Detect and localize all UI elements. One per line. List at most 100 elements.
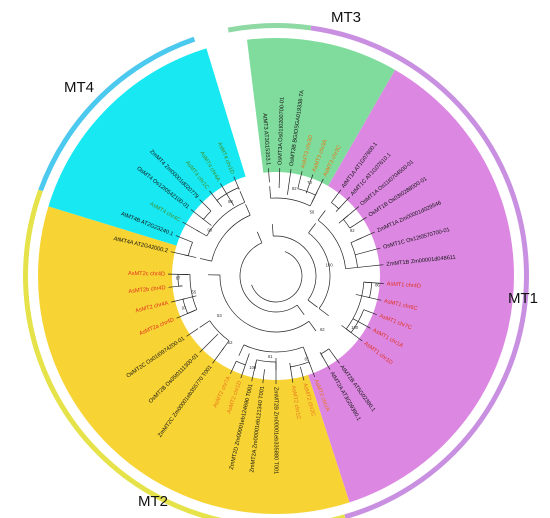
terminal-branch: [299, 366, 305, 381]
internal-branch-radial: [188, 240, 193, 243]
terminal-branch: [199, 333, 219, 353]
internal-branch-arc: [270, 197, 311, 207]
internal-branch-radial: [309, 194, 316, 207]
internal-branch-radial: [256, 231, 263, 243]
internal-branch-radial: [346, 328, 352, 333]
internal-branch-arc: [290, 361, 310, 368]
bootstrap-value: 86: [375, 283, 380, 288]
internal-branch-radial: [209, 209, 212, 212]
tree-background-disc: [172, 172, 380, 380]
internal-branch-radial: [307, 299, 318, 308]
internal-branch-arc: [219, 275, 310, 333]
internal-branch-radial: [199, 258, 212, 262]
terminal-branch: [289, 362, 294, 383]
internal-branch-radial: [238, 187, 240, 190]
group-sectors: [37, 37, 515, 514]
internal-branch-arc: [243, 344, 304, 353]
internal-branch-radial: [318, 308, 329, 316]
internal-branch-radial: [345, 267, 358, 270]
internal-branch-radial: [238, 344, 245, 356]
terminal-branch: [355, 247, 381, 256]
internal-branch-radial: [338, 207, 341, 209]
group-label-mt2: MT2: [138, 493, 168, 510]
internal-branch-radial: [349, 224, 356, 229]
internal-branch-radial: [245, 204, 251, 216]
internal-branch-radial: [343, 215, 349, 220]
terminal-branch: [170, 251, 197, 258]
terminal-branch: [186, 328, 199, 337]
leaf-label: OsMT3A Os01t0200700-01: [277, 97, 285, 165]
leaf-label: AsMT2c chr4D: [128, 271, 165, 278]
ring-mt3: [227, 23, 312, 33]
internal-branch-radial: [308, 223, 316, 234]
internal-branch-radial: [189, 309, 197, 314]
internal-branch-arc: [239, 242, 298, 313]
terminal-branch: [199, 199, 210, 210]
sector-mt1: [276, 69, 515, 503]
group-label-mt4: MT4: [64, 79, 94, 96]
internal-branch-radial: [201, 217, 204, 220]
internal-branch-radial: [328, 348, 332, 353]
terminal-branch: [209, 190, 223, 207]
bootstrap-value: 55: [191, 289, 196, 294]
terminal-branch: [190, 209, 212, 226]
leaf-label: AsMT1 chr4D: [386, 281, 421, 289]
internal-branch-radial: [308, 321, 317, 332]
group-label-mt3: MT3: [331, 9, 361, 26]
internal-branch-arc: [206, 202, 245, 237]
internal-branch-arc: [209, 320, 230, 342]
group-label-mt1: MT1: [508, 290, 538, 307]
terminal-branch: [230, 361, 237, 375]
tree-branches: [168, 168, 384, 384]
terminal-branch: [338, 206, 359, 224]
internal-branch-arc: [308, 232, 331, 309]
internal-branch-arc: [236, 360, 246, 366]
terminal-branch: [287, 169, 292, 195]
bootstrap-value: 97: [182, 306, 187, 311]
bootstrap-value: 100: [326, 263, 334, 268]
bootstrap-value: 52: [228, 340, 233, 345]
internal-branch-radial: [254, 359, 257, 368]
internal-branch-arc: [350, 309, 365, 333]
internal-branch-radial: [184, 254, 189, 257]
internal-branch-radial: [239, 191, 246, 203]
internal-branch-arc: [273, 235, 317, 301]
internal-branch-radial: [272, 224, 274, 237]
internal-branch-radial: [317, 210, 326, 221]
bootstrap-value: 92: [350, 228, 355, 233]
terminal-branch: [330, 351, 340, 364]
internal-branch-radial: [302, 346, 308, 359]
internal-branch-radial: [350, 237, 363, 243]
bootstrap-value: 82: [292, 186, 297, 191]
terminal-branch: [305, 174, 314, 194]
group-rings: [23, 23, 529, 518]
terminal-branch: [268, 168, 270, 183]
terminal-branch: [262, 369, 265, 384]
leaf-label: AsMT2 chr1C: [290, 385, 301, 420]
bootstrap-value: 87: [176, 275, 181, 280]
internal-branch-radial: [187, 312, 190, 314]
root-arc: [251, 251, 303, 303]
bootstrap-value: 98: [207, 227, 212, 232]
terminal-branch: [352, 318, 371, 329]
internal-branch-arc: [346, 282, 365, 330]
terminal-branch: [363, 309, 377, 316]
terminal-branch: [335, 196, 350, 212]
bootstrap-value: 56: [310, 210, 315, 215]
internal-branch-radial: [216, 200, 219, 203]
internal-branch-radial: [296, 304, 305, 316]
leaf-label: AtMT3 AT3G15353.1: [261, 113, 271, 165]
bootstrap-value: 61: [268, 354, 273, 359]
bootstrap-value: 100: [249, 365, 257, 370]
terminal-branch: [341, 325, 363, 342]
internal-branch-radial: [320, 353, 324, 358]
terminal-branch: [278, 168, 281, 189]
bootstrap-value: 88: [228, 199, 233, 204]
bootstrap-value: 70: [307, 180, 312, 185]
internal-branch-radial: [331, 200, 333, 203]
internal-branch-radial: [308, 361, 311, 364]
bootstrap-value: 53: [217, 313, 222, 318]
internal-branch-radial: [196, 229, 207, 237]
internal-branch-radial: [297, 184, 300, 189]
